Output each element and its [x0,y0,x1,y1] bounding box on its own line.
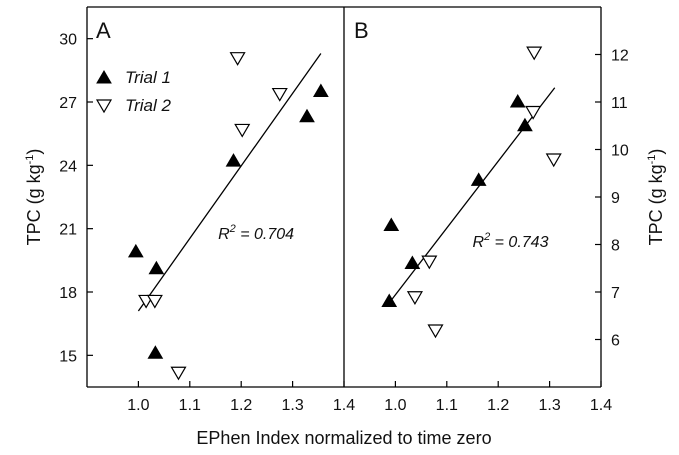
panel-a-trial-1-point [225,153,242,167]
panel-b-trial-1-point [383,217,400,231]
panel-a-trial-2-point [170,366,187,381]
y-left-title-sup: -1 [24,155,36,165]
panel-a-y-tick-label: 30 [59,32,77,49]
panel-a-y-tick-label: 21 [59,222,77,239]
panel-a-x-tick-label: 1.2 [230,397,252,414]
panel-b-r-squared-base: R [473,234,485,251]
panel-b-trial-2-point [545,153,562,168]
panel-a-y-tick-label: 24 [59,158,77,175]
panel-b-y-tick-label: 7 [611,285,620,302]
panel-a-letter: A [96,18,111,43]
panel-b-trial-1-point [517,117,533,132]
panel-a-fit-line [137,53,322,312]
panel-a-y-tick-label: 18 [59,285,77,302]
panel-b-fit-line [389,87,556,302]
panel-a-r-squared-base: R [218,226,230,243]
panel-b-trial-1-point [381,293,398,307]
legend-trial-1-label: Trial 1 [125,68,171,87]
panel-b-letter: B [354,18,369,43]
panel-a-y-tick-label: 15 [59,348,77,365]
panel-a-trial-2-point [146,294,163,309]
y-axis-title-right: TPC (g kg-1) [646,149,666,246]
panel-a-x-tick-label: 1.4 [333,397,355,414]
panel-a-trial-2-point [234,123,251,138]
legend-trial-2-marker [95,99,113,114]
panel-a-y-tick-label: 27 [59,95,77,112]
panel-b-trial-2-point [525,105,542,120]
y-left-title-end: ) [24,149,44,155]
panel-b-y-tick-label: 11 [611,95,628,112]
panel-a-trial-2-point [229,52,246,66]
panel-b-x-tick-label: 1.0 [384,397,406,414]
x-axis-title: EPhen Index normalized to time zero [196,428,491,448]
y-right-title-sup: -1 [646,155,658,165]
panel-b-x-tick-label: 1.1 [436,397,458,414]
panel-a-trial-1-point [127,243,144,258]
panel-b-y-tick-label: 6 [611,333,620,350]
panel-a-x-tick-label: 1.3 [281,397,303,414]
panel-a-trial-1-point [147,345,164,359]
panel-b-r-squared-value: = 0.743 [490,234,548,251]
panel-a-r-squared: R2 = 0.704 [218,223,294,243]
panel-b-r-squared: R2 = 0.743 [473,231,549,251]
panel-b-trial-2-point [526,46,543,61]
y-axis-title-left: TPC (g kg-1) [24,149,44,246]
y-right-title-base: TPC (g kg [646,164,666,245]
panel-b-x-tick-label: 1.2 [487,397,509,414]
panel-a-x-tick-label: 1.1 [179,397,201,414]
y-left-title-base: TPC (g kg [24,164,44,245]
panel-a-r-squared-sup: 2 [229,223,236,235]
panel-b-y-tick-label: 9 [611,190,620,207]
panel-b-r-squared-sup: 2 [483,231,490,243]
panel-b-trial-1-point [470,172,487,186]
y-right-title-end: ) [646,149,666,155]
panel-b-trial-2-point [427,324,444,339]
panel-a-r-squared-value: = 0.704 [236,226,294,243]
panel-b-trial-2-point [421,255,438,270]
plot-frame [86,6,602,388]
panel-b-y-tick-label: 12 [611,48,629,65]
panel-b-x-tick-label: 1.4 [590,397,612,414]
panel-b-x-tick-label: 1.3 [538,397,560,414]
panel-b-trial-1-point [404,255,421,269]
panel-a-trial-1-point [148,260,165,275]
panel-a-trial-1-point [312,83,329,97]
panel-a-trial-2-point [271,87,288,102]
legend-trial-1-marker [96,70,112,84]
panel-b-trial-1-point [509,94,526,108]
panel-b-trial-2-point [406,291,423,305]
panel-a-trial-1-point [299,108,315,123]
legend: Trial 1 Trial 2 [95,68,172,115]
panel-a-x-tick-label: 1.0 [127,397,149,414]
legend-trial-2-label: Trial 2 [125,96,172,115]
panel-b-y-tick-label: 10 [611,143,629,160]
data-layer: R2 = 0.704 R2 = 0.743 [127,46,562,381]
panel-b-y-tick-label: 8 [611,238,620,255]
